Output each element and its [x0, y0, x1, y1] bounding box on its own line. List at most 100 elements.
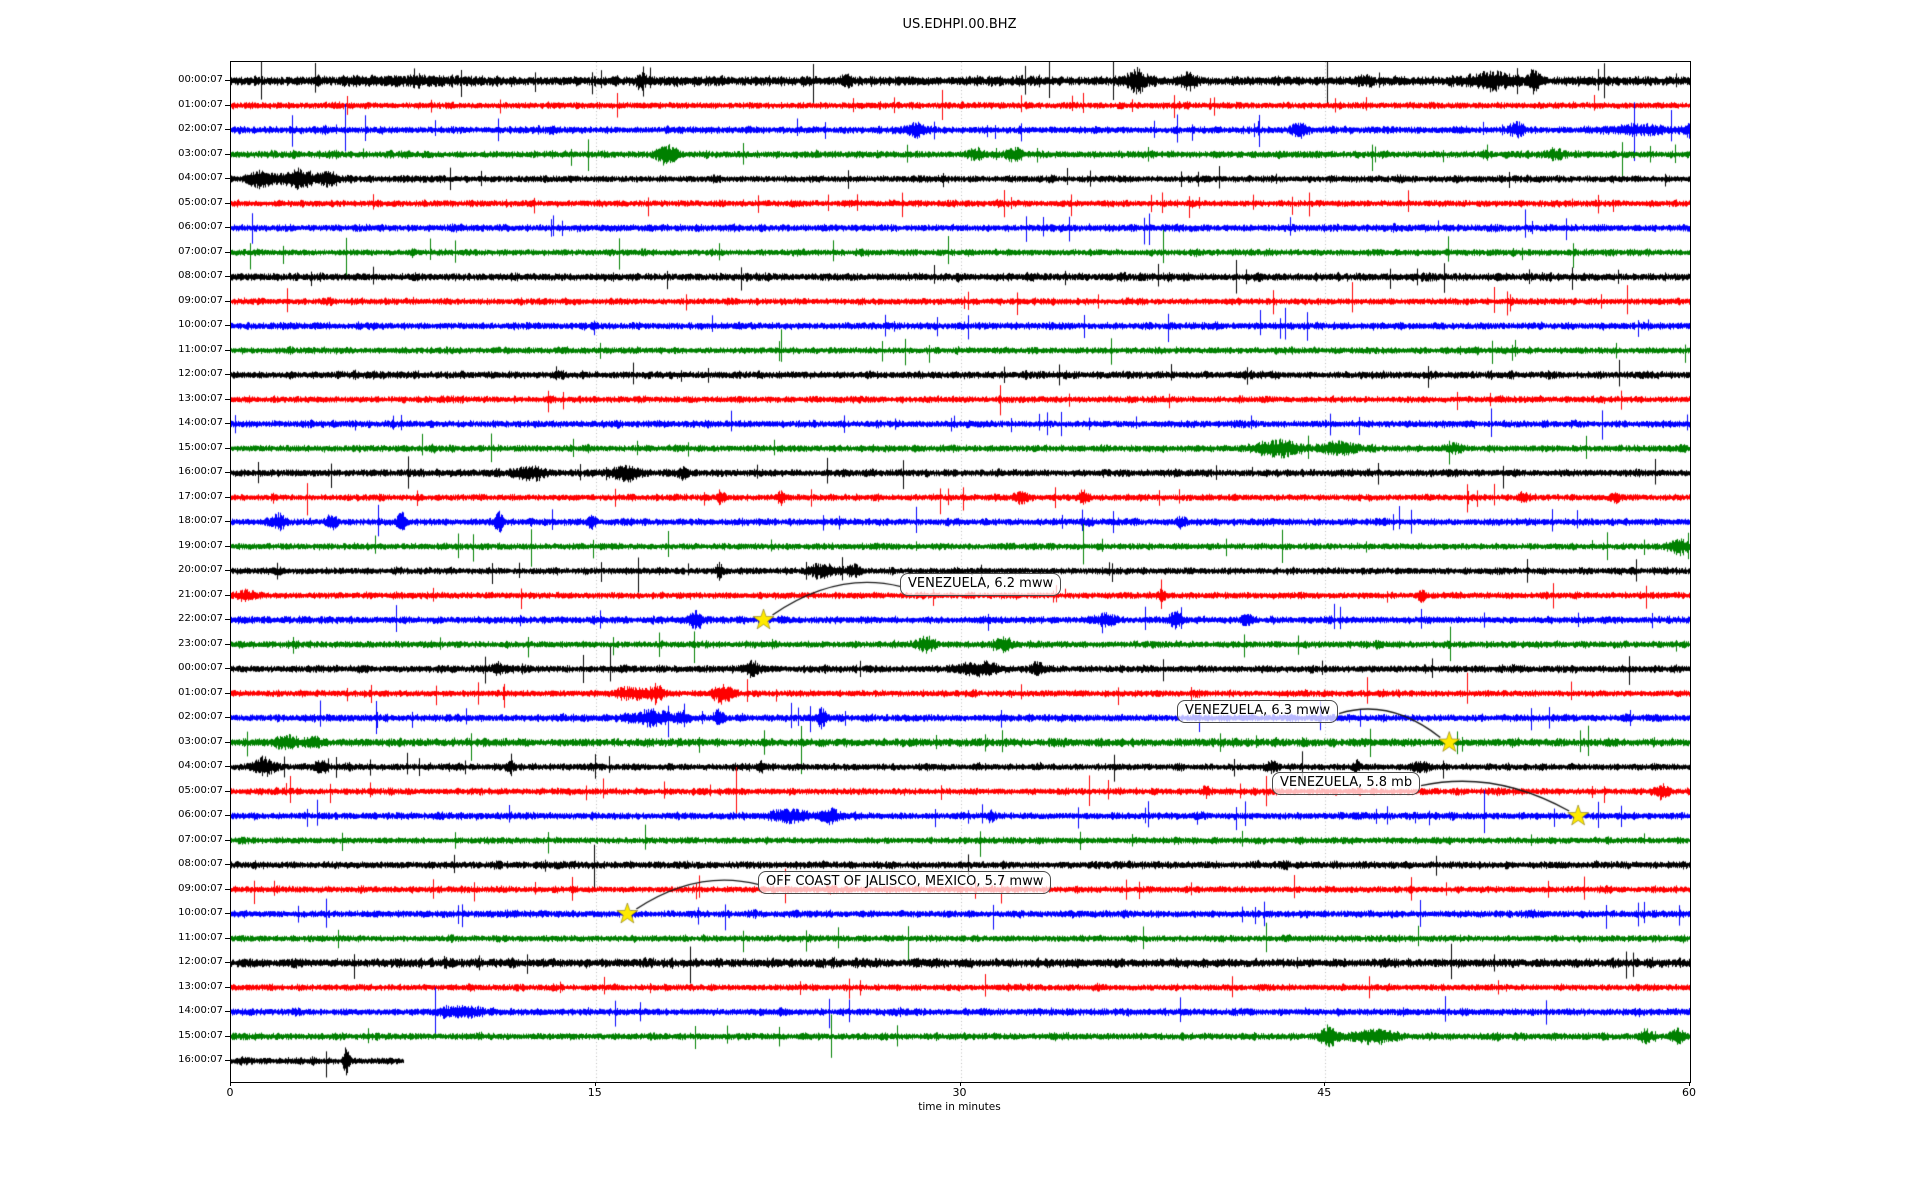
x-tick	[594, 1082, 596, 1086]
y-tick	[225, 815, 230, 816]
plot-area	[230, 61, 1691, 1083]
y-axis-label: 06:00:07	[178, 221, 223, 232]
y-axis-label: 03:00:07	[178, 147, 223, 159]
seismogram-canvas	[231, 62, 1690, 1082]
x-tick-label: 15	[587, 1086, 602, 1099]
y-axis-label: 16:00:07	[178, 1054, 223, 1065]
y-axis-label: 04:00:07	[178, 760, 223, 771]
y-tick	[225, 521, 230, 522]
x-tick	[1689, 1082, 1690, 1086]
y-axis-label: 11:00:07	[178, 343, 223, 355]
y-axis-label: 13:00:07	[178, 980, 223, 992]
y-tick	[225, 227, 230, 228]
event-annotation-box: OFF COAST OF JALISCO, MEXICO, 5.7 mww	[758, 871, 1052, 894]
y-tick	[225, 839, 230, 841]
y-axis-label: 04:00:07	[178, 172, 223, 183]
y-tick	[225, 129, 230, 130]
y-tick	[225, 1035, 230, 1037]
y-axis-label: 16:00:07	[178, 466, 223, 477]
y-tick	[225, 447, 230, 449]
y-tick	[225, 864, 230, 865]
y-tick	[225, 178, 230, 179]
y-axis-label: 05:00:07	[178, 784, 223, 796]
y-axis-label: 03:00:07	[178, 735, 223, 747]
y-tick	[225, 276, 230, 277]
y-tick	[225, 962, 230, 963]
y-axis-label: 12:00:07	[178, 368, 223, 379]
y-tick	[225, 619, 230, 620]
y-tick	[225, 251, 230, 253]
y-tick	[225, 374, 230, 375]
y-tick	[225, 986, 230, 988]
event-annotation-box: VENEZUELA, 5.8 mb	[1272, 772, 1421, 795]
y-axis-label: 15:00:07	[178, 441, 223, 453]
x-tick-label: 45	[1317, 1086, 1332, 1099]
x-tick	[1324, 1082, 1326, 1086]
y-tick	[225, 349, 230, 351]
y-axis-label: 09:00:07	[178, 882, 223, 894]
y-axis-label: 10:00:07	[178, 907, 223, 918]
page-title: US.EDHPI.00.BHZ	[902, 17, 1017, 32]
y-tick	[225, 741, 230, 743]
y-axis-label: 23:00:07	[178, 637, 223, 649]
y-axis-label: 19:00:07	[178, 539, 223, 551]
y-tick	[225, 325, 230, 326]
y-tick	[225, 692, 230, 694]
y-tick	[225, 423, 230, 424]
y-tick	[225, 202, 230, 204]
y-tick	[225, 496, 230, 498]
y-tick	[225, 668, 230, 669]
y-tick	[225, 104, 230, 106]
y-tick	[225, 717, 230, 718]
y-tick	[225, 153, 230, 155]
y-tick	[225, 1011, 230, 1012]
y-tick	[225, 545, 230, 547]
y-axis-label: 07:00:07	[178, 245, 223, 257]
y-axis-label: 00:00:07	[178, 662, 223, 673]
y-axis-label: 18:00:07	[178, 515, 223, 526]
x-tick-label: 30	[952, 1086, 967, 1099]
y-axis-label: 02:00:07	[178, 123, 223, 134]
y-tick	[225, 1060, 230, 1061]
y-axis-label: 22:00:07	[178, 613, 223, 624]
y-tick	[225, 300, 230, 302]
y-axis-label: 00:00:07	[178, 74, 223, 85]
y-tick	[225, 643, 230, 645]
x-tick-label: 0	[226, 1086, 234, 1099]
y-tick	[225, 594, 230, 596]
x-axis-label: time in minutes	[918, 1101, 1001, 1113]
y-axis-label: 08:00:07	[178, 858, 223, 869]
y-axis-label: 14:00:07	[178, 417, 223, 428]
y-axis-label: 07:00:07	[178, 833, 223, 845]
y-tick	[225, 888, 230, 890]
y-tick	[225, 398, 230, 400]
y-axis-label: 09:00:07	[178, 294, 223, 306]
y-axis-time-labels: 00:00:07 01:00:07 02:00:07 03:00:07 04:00:07…	[0, 61, 223, 1081]
y-tick	[225, 80, 230, 81]
y-axis-label: 12:00:07	[178, 956, 223, 967]
y-axis-label: 08:00:07	[178, 270, 223, 281]
y-axis-label: 17:00:07	[178, 490, 223, 502]
y-tick	[225, 937, 230, 939]
y-tick	[225, 570, 230, 571]
y-axis-label: 01:00:07	[178, 98, 223, 110]
y-axis-label: 01:00:07	[178, 686, 223, 698]
y-tick	[225, 790, 230, 792]
x-tick	[959, 1082, 961, 1086]
y-tick	[225, 913, 230, 914]
y-tick	[225, 472, 230, 473]
y-axis-label: 21:00:07	[178, 588, 223, 600]
event-annotation-box: VENEZUELA, 6.3 mww	[1177, 700, 1339, 723]
x-tick-label: 60	[1682, 1086, 1696, 1099]
y-axis-label: 06:00:07	[178, 809, 223, 820]
y-axis-label: 10:00:07	[178, 319, 223, 330]
y-axis-label: 15:00:07	[178, 1029, 223, 1041]
event-annotation-box: VENEZUELA, 6.2 mww	[900, 573, 1062, 596]
y-axis-label: 11:00:07	[178, 931, 223, 943]
y-axis-label: 05:00:07	[178, 196, 223, 208]
y-axis-label: 13:00:07	[178, 392, 223, 404]
y-tick	[225, 766, 230, 767]
y-axis-label: 14:00:07	[178, 1005, 223, 1016]
x-tick	[230, 1082, 231, 1086]
